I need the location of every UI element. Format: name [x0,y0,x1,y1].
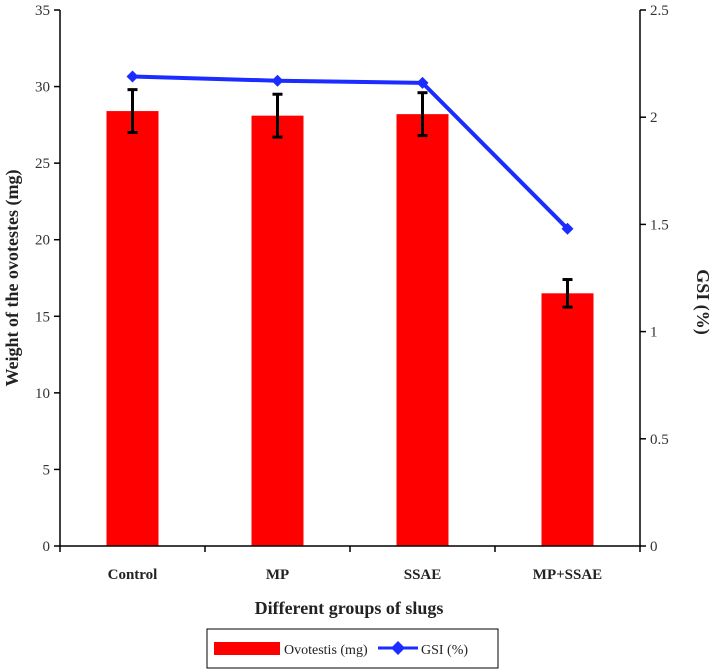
y-tick-label: 25 [35,156,50,172]
legend-swatch-gsi-marker [391,641,405,655]
error-bar-mp-ssae [562,278,573,309]
y-tick-label: 30 [35,80,50,96]
y-tick-label: 15 [35,309,50,325]
y2-tick-label: 0.5 [650,432,669,448]
error-bars-layer [127,88,573,309]
gsi-line-layer [126,70,574,235]
y2-axis-title: GSI (%) [692,269,710,335]
legend-label-ovotestis: Ovotestis (mg) [284,643,368,658]
y2-tick-label: 0 [650,539,658,555]
y-tick-label: 5 [43,462,51,478]
y2-tick-label: 2.5 [650,3,669,19]
y2-tick-label: 1 [650,325,658,341]
gsi-point-mp-ssae [561,222,574,235]
ticks-layer: 0 5 10 15 20 25 30 35 0 0.5 1 1.5 2 2.5 [35,3,669,555]
legend-swatch-ovotestis [214,642,280,655]
gsi-point-control [126,70,139,83]
y-tick-label: 0 [43,539,51,555]
category-label-control: Control [108,567,158,583]
category-labels: Control MP SSAE MP+SSAE [108,567,603,583]
y2-tick-label: 2 [650,110,658,126]
bar-ssae [396,114,449,546]
bar-control [106,111,159,547]
category-label-ssae: SSAE [404,567,442,583]
gsi-point-mp [271,74,284,87]
bars-layer [106,111,594,547]
y-tick-label: 20 [35,233,50,249]
error-bar-ssae [417,91,428,138]
gsi-line [132,74,569,231]
y-tick-label: 10 [35,386,50,402]
gsi-point-ssae [416,76,429,89]
category-label-mp-ssae: MP+SSAE [533,567,602,583]
bar-mp [251,115,304,546]
bar-mp-ssae [541,293,594,546]
y-tick-label: 35 [35,3,50,19]
y-axis-title: Weight of the ovotestes (mg) [2,170,23,387]
error-bar-mp [272,92,283,139]
x-axis-title: Different groups of slugs [255,598,444,618]
legend-label-gsi: GSI (%) [421,643,468,658]
category-label-mp: MP [266,567,289,583]
y2-tick-label: 1.5 [650,217,669,233]
legend: Ovotestis (mg) GSI (%) [206,628,499,669]
error-bar-control [127,88,138,135]
